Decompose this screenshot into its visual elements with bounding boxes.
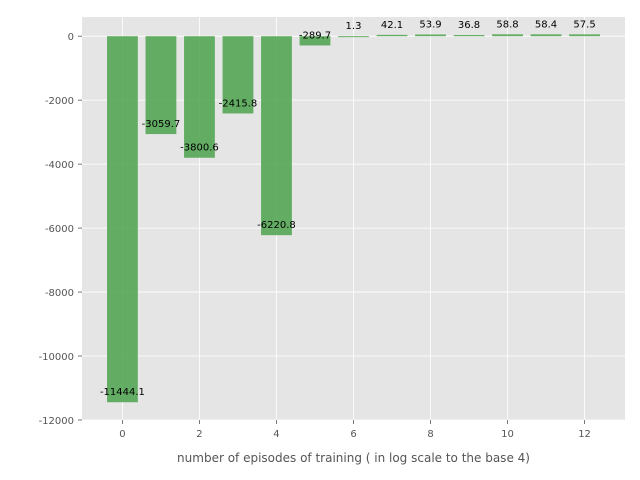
y-tick-label: -8000 (45, 288, 74, 299)
bar (453, 35, 485, 37)
data-label: -3800.6 (180, 143, 219, 154)
x-axis-label: number of episodes of training ( in log … (177, 451, 530, 465)
bar (415, 34, 446, 37)
data-label: -11444.1 (100, 387, 145, 398)
data-label: 53.9 (419, 19, 441, 30)
y-tick-label: 0 (68, 32, 74, 43)
data-label: 57.5 (573, 19, 595, 30)
bar (222, 36, 254, 114)
data-label: 1.3 (346, 21, 362, 32)
bar (492, 34, 523, 37)
data-label: -289.7 (299, 30, 331, 41)
data-labels: -11444.1 -3059.7 -3800.6 -2415.8 -6220.8 -289… (100, 19, 596, 398)
x-tick-label: 10 (501, 429, 514, 440)
bar (184, 36, 215, 158)
y-tick-label: -4000 (45, 160, 74, 171)
x-axis-ticks: 0 2 4 6 8 10 12 (119, 420, 591, 440)
data-label: 58.8 (496, 19, 518, 30)
y-tick-label: -12000 (39, 416, 74, 427)
bar (338, 36, 369, 38)
data-label: -6220.8 (257, 220, 296, 231)
x-tick-label: 8 (427, 429, 433, 440)
data-label: -3059.7 (142, 119, 181, 130)
bar (261, 36, 292, 236)
x-tick-label: 4 (273, 429, 279, 440)
data-label: 42.1 (381, 20, 403, 31)
bars (107, 34, 600, 403)
x-tick-label: 6 (350, 429, 356, 440)
bar (569, 34, 600, 37)
data-label: 58.4 (535, 19, 557, 30)
bar (530, 34, 562, 37)
data-label: -2415.8 (219, 98, 258, 109)
bar (299, 36, 331, 46)
bar (145, 36, 177, 135)
bar (107, 36, 138, 403)
x-tick-label: 12 (578, 429, 591, 440)
y-axis-ticks: -12000 -10000 -8000 -6000 -4000 -2000 0 (39, 32, 82, 427)
data-label: 36.8 (458, 20, 480, 31)
x-tick-label: 0 (119, 429, 125, 440)
bar (376, 34, 408, 37)
y-tick-label: -10000 (39, 352, 74, 363)
x-tick-label: 2 (196, 429, 202, 440)
y-tick-label: -6000 (45, 224, 74, 235)
y-tick-label: -2000 (45, 96, 74, 107)
